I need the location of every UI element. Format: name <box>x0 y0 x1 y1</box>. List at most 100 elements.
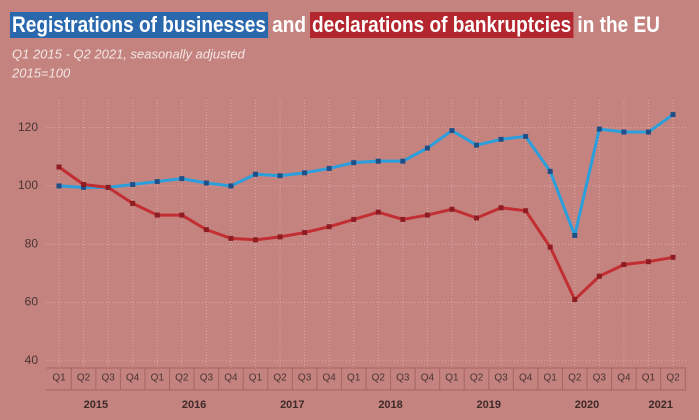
year-label: 2020 <box>575 399 599 411</box>
x-tick-label: Q1 <box>249 373 263 384</box>
marker <box>621 129 627 135</box>
x-tick-label: Q1 <box>347 373 361 384</box>
marker <box>523 208 529 214</box>
year-label: 2017 <box>280 399 304 411</box>
year-label: 2018 <box>378 399 402 411</box>
x-tick-label: Q1 <box>52 373 66 384</box>
marker <box>130 200 136 206</box>
marker <box>228 183 234 189</box>
marker <box>523 133 529 139</box>
marker <box>81 184 87 190</box>
x-tick-label: Q1 <box>151 373 165 384</box>
title-highlight <box>10 12 269 38</box>
y-tick-label: 80 <box>25 236 39 250</box>
marker <box>375 158 381 164</box>
marker <box>449 128 455 134</box>
marker <box>105 184 111 190</box>
marker <box>154 212 160 218</box>
title-part: declarations of bankruptcies <box>312 13 571 38</box>
marker <box>252 171 258 177</box>
series-line <box>58 113 674 237</box>
marker <box>56 183 62 189</box>
marker <box>302 230 308 236</box>
year-label: 2015 <box>84 399 108 411</box>
marker <box>474 142 480 148</box>
marker <box>179 212 185 218</box>
marker <box>154 179 160 185</box>
marker <box>645 129 651 135</box>
marker <box>252 237 258 243</box>
subtitle: 2015=100 <box>11 65 71 80</box>
marker <box>400 158 406 164</box>
marker <box>572 297 578 303</box>
marker <box>302 170 308 176</box>
marker <box>547 244 553 250</box>
title-part: in the EU <box>577 13 660 38</box>
marker <box>670 254 676 260</box>
title-part: and <box>272 13 306 38</box>
x-tick-label: Q3 <box>101 373 115 384</box>
marker <box>400 216 406 222</box>
marker <box>179 176 185 182</box>
x-tick-label: Q3 <box>298 373 312 384</box>
marker <box>596 273 602 279</box>
series-line <box>58 165 674 302</box>
y-tick-label: 120 <box>18 120 38 134</box>
x-tick-label: Q2 <box>470 373 484 384</box>
x-tick-label: Q1 <box>642 373 656 384</box>
x-tick-label: Q2 <box>77 373 91 384</box>
subtitle: Q1 2015 - Q2 2021, seasonally adjusted <box>12 46 245 61</box>
year-label: 2016 <box>182 399 206 411</box>
y-tick-label: 100 <box>18 178 38 192</box>
title-part: Registrations of businesses <box>12 13 266 38</box>
x-tick-label: Q2 <box>666 373 680 384</box>
title: Registrations of businesses and declaratio… <box>10 12 660 38</box>
marker <box>596 126 602 132</box>
x-tick-label: Q4 <box>519 373 533 384</box>
y-tick-label: 60 <box>25 295 39 309</box>
marker <box>81 181 87 187</box>
marker <box>424 145 430 151</box>
x-tick-label: Q1 <box>445 373 459 384</box>
x-tick-label: Q4 <box>322 373 336 384</box>
marker <box>351 216 357 222</box>
marker <box>228 235 234 241</box>
marker <box>326 165 332 171</box>
marker <box>645 259 651 265</box>
marker <box>424 212 430 218</box>
marker <box>277 173 283 179</box>
x-tick-label: Q4 <box>224 373 238 384</box>
marker <box>474 215 480 221</box>
marker <box>449 206 455 212</box>
marker <box>277 234 283 240</box>
x-tick-label: Q1 <box>544 373 558 384</box>
x-tick-label: Q3 <box>200 373 214 384</box>
marker <box>203 227 209 233</box>
x-tick-label: Q2 <box>568 373 582 384</box>
x-tick-label: Q4 <box>126 373 140 384</box>
x-tick-label: Q4 <box>617 373 631 384</box>
x-tick-label: Q4 <box>421 373 435 384</box>
marker <box>572 232 578 238</box>
x-tick-label: Q3 <box>593 373 607 384</box>
x-tick-label: Q2 <box>175 373 189 384</box>
marker <box>351 160 357 166</box>
x-tick-label: Q3 <box>494 373 508 384</box>
marker <box>547 168 553 174</box>
marker <box>375 209 381 215</box>
y-tick-label: 40 <box>25 353 39 367</box>
x-tick-label: Q2 <box>372 373 386 384</box>
x-tick-label: Q3 <box>396 373 410 384</box>
marker <box>621 262 627 268</box>
marker <box>326 224 332 230</box>
marker <box>498 136 504 142</box>
year-label: 2021 <box>648 399 672 411</box>
marker <box>130 181 136 187</box>
x-tick-label: Q2 <box>273 373 287 384</box>
marker <box>203 180 209 186</box>
year-label: 2019 <box>477 399 501 411</box>
marker <box>56 164 62 170</box>
title-highlight <box>310 12 574 38</box>
